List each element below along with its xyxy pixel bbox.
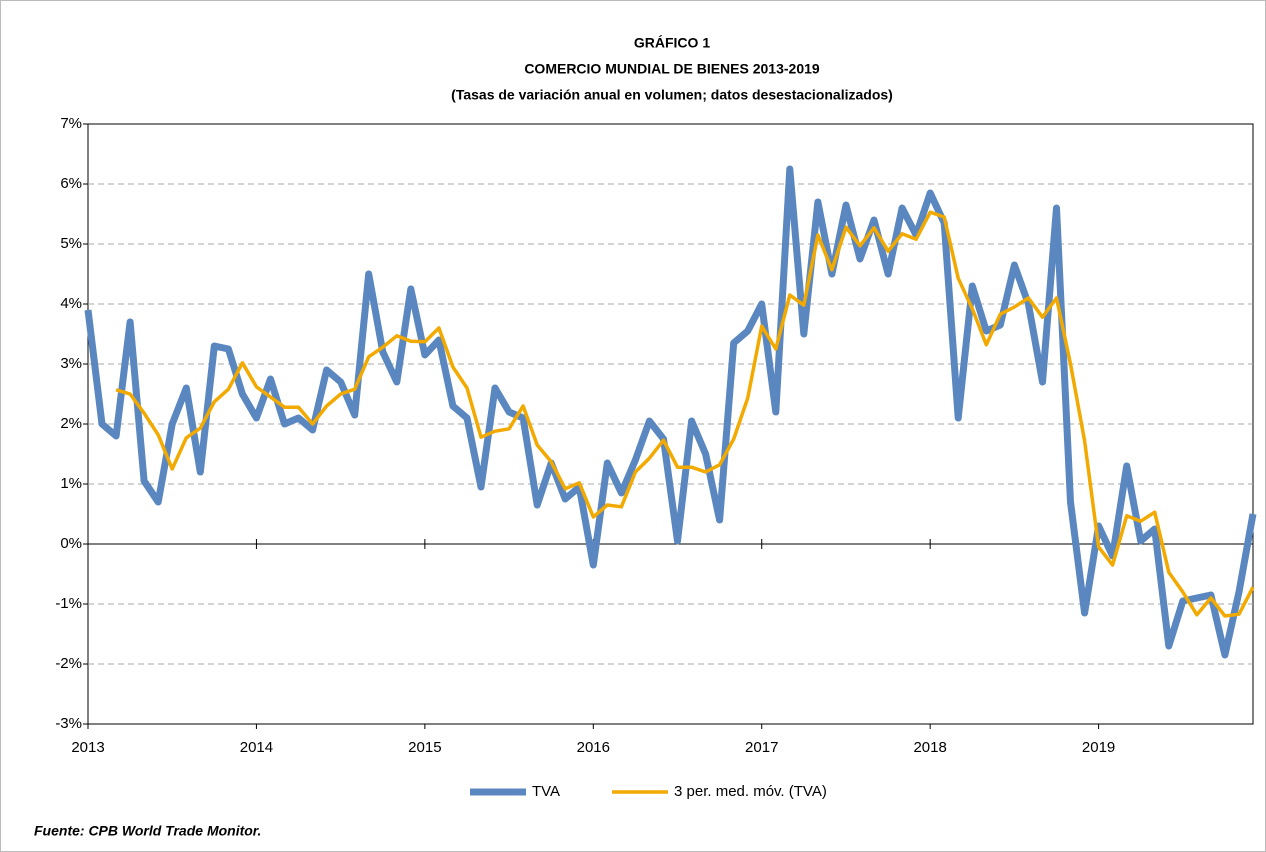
y-tick-label: 1% bbox=[60, 475, 82, 492]
line-series bbox=[84, 165, 1257, 659]
y-tick-label: 7% bbox=[60, 115, 82, 132]
y-tick-label: -2% bbox=[55, 655, 82, 672]
y-tick-label: 0% bbox=[60, 535, 82, 552]
chart-subtitle: COMERCIO MUNDIAL DE BIENES 2013-2019 bbox=[524, 61, 820, 77]
x-tick-label: 2017 bbox=[745, 739, 778, 756]
chart-title: GRÁFICO 1 bbox=[634, 35, 710, 51]
x-tick-label: 2015 bbox=[408, 739, 441, 756]
legend-label: 3 per. med. móv. (TVA) bbox=[674, 783, 827, 800]
x-tick-label: 2013 bbox=[71, 739, 104, 756]
legend-label: TVA bbox=[532, 783, 560, 800]
y-tick-label: 3% bbox=[60, 355, 82, 372]
x-tick-label: 2018 bbox=[913, 739, 946, 756]
y-tick-label: -3% bbox=[55, 715, 82, 732]
y-tick-label: -1% bbox=[55, 595, 82, 612]
y-tick-label: 2% bbox=[60, 415, 82, 432]
chart-subtitle: (Tasas de variación anual en volumen; da… bbox=[451, 87, 893, 103]
x-tick-label: 2016 bbox=[577, 739, 610, 756]
y-tick-label: 4% bbox=[60, 295, 82, 312]
source-note: Fuente: CPB World Trade Monitor. bbox=[34, 823, 261, 839]
line-series bbox=[115, 210, 1255, 618]
y-tick-label: 6% bbox=[60, 175, 82, 192]
y-tick-label: 5% bbox=[60, 235, 82, 252]
x-tick-label: 2014 bbox=[240, 739, 273, 756]
x-tick-label: 2019 bbox=[1082, 739, 1115, 756]
